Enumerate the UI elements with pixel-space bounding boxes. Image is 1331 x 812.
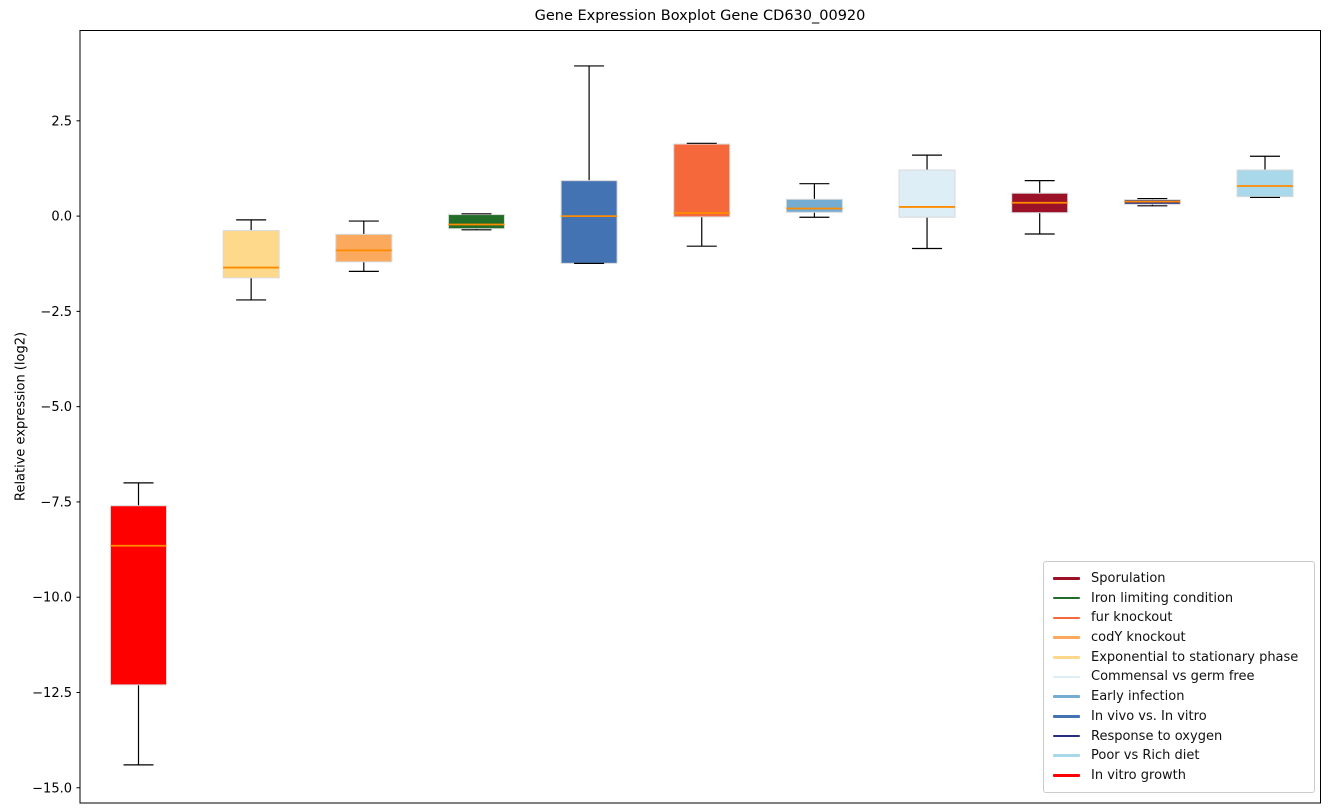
legend-item-label: codY knockout: [1091, 630, 1186, 646]
legend-item: fur knockout: [1053, 608, 1305, 627]
y-tick-label: −12.5: [32, 686, 72, 701]
legend-color-line: [1053, 754, 1080, 757]
legend-item-label: Commensal vs germ free: [1091, 669, 1255, 685]
y-tick-label: 2.5: [51, 114, 72, 129]
box-body: [1236, 169, 1294, 198]
box-exponential-to-stationary-phase: [222, 219, 280, 301]
box-early-infection: [785, 183, 843, 218]
legend-color-line: [1053, 655, 1080, 659]
legend-item: Response to oxygen: [1053, 727, 1305, 746]
box-body: [560, 180, 618, 264]
plot-frame: [79, 30, 1321, 804]
legend-color-line: [1053, 616, 1080, 620]
legend-item: codY knockout: [1053, 628, 1305, 647]
box-body: [110, 505, 167, 686]
legend: Sporulation Iron limiting condition fur kn…: [1043, 561, 1315, 793]
legend-item-label: Response to oxygen: [1091, 728, 1223, 744]
legend-item: Commensal vs germ free: [1053, 667, 1305, 686]
box-body: [447, 214, 505, 230]
y-tick-label: −7.5: [40, 495, 72, 510]
box-in-vitro-growth: [110, 482, 167, 766]
box-in-vivo-vs-in-vitro: [560, 65, 618, 264]
box-cody-knockout: [335, 220, 393, 272]
legend-color-line: [1053, 636, 1080, 639]
legend-color-line: [1053, 596, 1080, 600]
box-body: [785, 198, 843, 213]
legend-item-label: fur knockout: [1091, 610, 1173, 626]
legend-item-label: In vivo vs. In vitro: [1091, 708, 1207, 724]
legend-item-label: Sporulation: [1091, 571, 1166, 586]
legend-item: Poor vs Rich diet: [1053, 746, 1305, 765]
box-sporulation: [1011, 180, 1069, 235]
legend-item-label: Iron limiting condition: [1091, 590, 1234, 606]
box-commensal-vs-germ-free: [898, 154, 956, 250]
legend-color-line: [1053, 675, 1080, 679]
legend-item: Exponential to stationary phase: [1053, 648, 1305, 667]
y-axis-label: Relative expression (log2): [13, 331, 29, 502]
y-tick-label: −5.0: [40, 400, 72, 415]
box-body: [335, 233, 393, 263]
box-body: [673, 143, 731, 218]
legend-item: Early infection: [1053, 687, 1305, 706]
box-body: [898, 169, 956, 218]
box-poor-vs-rich-diet: [1236, 155, 1294, 199]
chart-title: Gene Expression Boxplot Gene CD630_00920: [534, 8, 866, 24]
legend-item-label: Early infection: [1091, 689, 1185, 705]
legend-color-line: [1053, 734, 1080, 738]
legend-item: In vivo vs. In vitro: [1053, 707, 1305, 726]
box-body: [222, 230, 280, 279]
legend-item: Iron limiting condition: [1053, 589, 1305, 608]
legend-color-line: [1053, 577, 1080, 580]
legend-item-label: Poor vs Rich diet: [1091, 748, 1200, 764]
legend-item: Sporulation: [1053, 569, 1305, 588]
legend-item-label: Exponential to stationary phase: [1091, 649, 1299, 665]
box-response-to-oxygen: [1123, 197, 1181, 207]
y-tick-label: −15.0: [32, 781, 72, 796]
legend-color-line: [1053, 774, 1080, 777]
y-tick-label: −2.5: [40, 305, 72, 320]
box-fur-knockout: [673, 142, 731, 247]
legend-color-line: [1053, 695, 1080, 698]
legend-item-label: In vitro growth: [1091, 767, 1186, 783]
y-tick-label: −10.0: [32, 591, 72, 606]
y-tick-label: 0.0: [51, 210, 72, 225]
box-iron-limiting-condition: [447, 213, 505, 231]
legend-item: In vitro growth: [1053, 766, 1305, 785]
legend-color-line: [1053, 715, 1080, 718]
